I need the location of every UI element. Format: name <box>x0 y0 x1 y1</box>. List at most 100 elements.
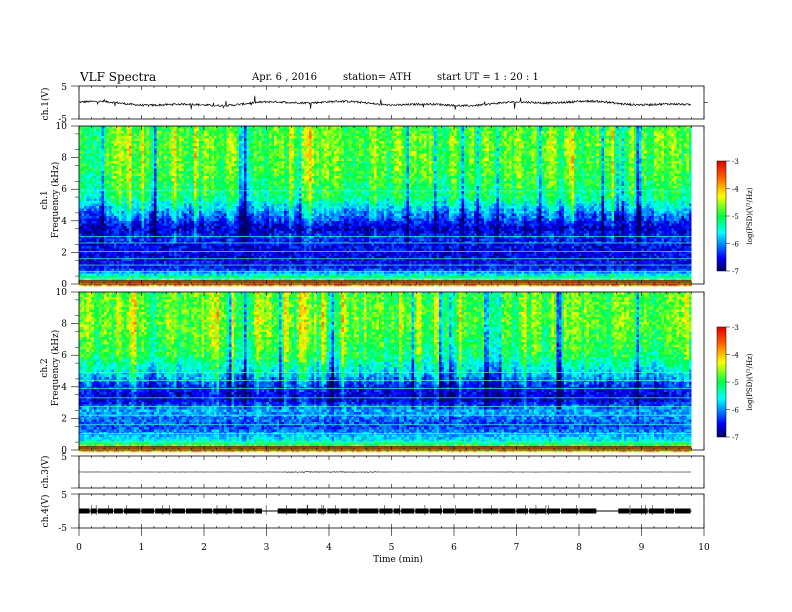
spectrogram-cell <box>149 131 152 134</box>
spectrogram-cell <box>139 171 142 174</box>
spectrogram-cell <box>174 283 177 287</box>
spectrogram-cell <box>206 228 210 232</box>
spectrogram-cell <box>184 186 187 189</box>
spectrogram-cell <box>141 266 145 269</box>
spectrogram-cell <box>121 126 125 129</box>
spectrogram-cell <box>269 131 272 134</box>
spectrogram-cell <box>161 211 165 214</box>
spectrogram-cell <box>259 151 262 154</box>
spectrogram-cell <box>114 226 117 229</box>
spectrogram-cell <box>169 133 172 137</box>
spectrogram-cell <box>179 213 182 217</box>
spectrogram-cell <box>251 203 255 207</box>
spectrogram-cell <box>249 196 252 199</box>
spectrogram-cell <box>196 261 200 264</box>
spectrogram-cell <box>226 178 230 182</box>
spectrogram-cell <box>179 203 182 207</box>
spectrogram-cell <box>104 141 107 144</box>
spectrogram-cell <box>109 156 112 159</box>
spectrogram-cell <box>169 241 172 244</box>
spectrogram-cell <box>119 153 122 157</box>
spectrogram-cell <box>241 158 245 162</box>
spectrogram-cell <box>176 188 180 192</box>
spectrogram-cell <box>116 233 120 237</box>
spectrogram-cell <box>119 271 122 274</box>
spectrogram-cell <box>216 243 220 247</box>
spectrogram-cell <box>91 171 95 174</box>
spectrogram-cell <box>164 126 167 129</box>
spectrogram-cell <box>264 153 267 157</box>
spectrogram-cell <box>116 248 120 252</box>
spectrogram-cell <box>119 151 122 154</box>
spectrogram-cell <box>111 233 115 237</box>
spectrogram-cell <box>269 126 272 129</box>
spectrogram-cell <box>204 141 207 144</box>
spectrogram-cell <box>214 241 217 244</box>
spectrogram-cell <box>176 258 180 262</box>
spectrogram-cell <box>216 158 220 162</box>
spectrogram-cell <box>171 203 175 207</box>
spectrogram-cell <box>96 128 100 132</box>
spectrogram-cell <box>189 188 192 192</box>
spectrogram-cell <box>86 156 90 159</box>
spectrogram-cell <box>164 158 167 162</box>
spectrogram-cell <box>226 228 230 232</box>
spectrogram-cell <box>109 248 112 252</box>
spectrogram-cell <box>141 233 145 237</box>
spectrogram-cell <box>256 216 260 219</box>
spectrogram-cell <box>89 213 92 217</box>
spectrogram-cell <box>211 248 215 252</box>
spectrogram-cell <box>119 141 122 144</box>
spectrogram-cell <box>91 226 95 229</box>
spectrogram-cell <box>119 283 122 287</box>
spectrogram-cell <box>196 253 200 257</box>
spectrogram-cell <box>79 243 82 247</box>
spectrogram-cell <box>184 141 187 144</box>
spectrogram-cell <box>124 191 127 194</box>
spectrogram-cell <box>241 216 245 219</box>
spectrogram-cell <box>164 191 167 194</box>
spectrogram-cell <box>236 221 240 224</box>
spectrogram-cell <box>244 206 247 209</box>
spectrogram-cell <box>234 168 237 172</box>
spectrogram-cell <box>249 173 252 177</box>
spectrogram-cell <box>91 276 95 279</box>
spectrogram-cell <box>184 218 187 222</box>
spectrogram-cell <box>239 228 242 232</box>
spectrogram-cell <box>106 238 110 242</box>
spectrogram-cell <box>119 188 122 192</box>
spectrogram-cell <box>126 268 130 272</box>
spectrogram-cell <box>269 166 272 169</box>
spectrogram-cell <box>134 163 137 167</box>
spectrogram-cell <box>191 156 195 159</box>
spectrogram-cell <box>159 143 162 147</box>
spectrogram-cell <box>241 211 245 214</box>
spectrogram-cell <box>184 138 187 142</box>
spectrogram-cell <box>119 193 122 197</box>
spectrogram-cell <box>89 138 92 142</box>
spectrogram-cell <box>224 158 227 162</box>
spectrogram-cell <box>136 151 140 154</box>
spectrogram-cell <box>119 273 122 277</box>
spectrogram-cell <box>261 248 265 252</box>
spectrogram-cell <box>169 188 172 192</box>
spectrogram-cell <box>259 156 262 159</box>
spectrogram-cell <box>184 143 187 147</box>
spectrogram-cell <box>114 231 117 234</box>
spectrogram-cell <box>186 171 190 174</box>
spectrogram-cell <box>214 183 217 187</box>
spectrogram-cell <box>186 236 190 239</box>
spectrogram-cell <box>161 196 165 199</box>
spectrogram-cell <box>131 151 135 154</box>
spectrogram-cell <box>226 221 230 224</box>
spectrogram-cell <box>164 233 167 237</box>
spectrogram-cell <box>91 198 95 202</box>
spectrogram-cell <box>121 246 125 249</box>
spectrogram-cell <box>81 206 85 209</box>
spectrogram-cell <box>266 273 270 277</box>
spectrogram-cell <box>209 143 212 147</box>
spectrogram-cell <box>251 216 255 219</box>
spectrogram-cell <box>96 141 100 144</box>
spectrogram-cell <box>164 238 167 242</box>
spectrogram-cell <box>156 248 160 252</box>
